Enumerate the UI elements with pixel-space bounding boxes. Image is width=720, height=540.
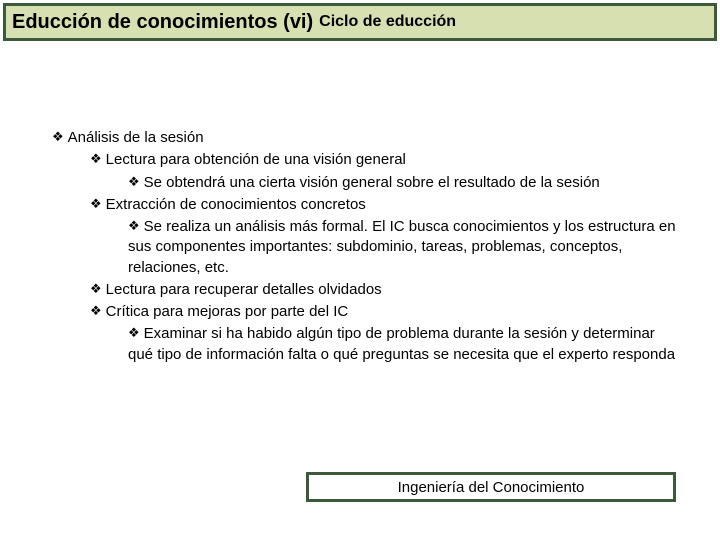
item-text: Lectura para recuperar detalles olvidado…: [106, 281, 382, 298]
item-text: Lectura para obtención de una visión gen…: [106, 151, 406, 168]
diamond-icon: ❖: [90, 302, 102, 320]
diamond-icon: ❖: [128, 173, 140, 191]
footer-text: Ingeniería del Conocimiento: [398, 479, 585, 496]
list-item: ❖Examinar si ha habido algún tipo de pro…: [128, 324, 690, 365]
item-text: Examinar si ha habido algún tipo de prob…: [128, 325, 675, 362]
diamond-icon: ❖: [52, 128, 64, 146]
list-item: ❖Crítica para mejoras por parte del IC: [90, 302, 690, 322]
outline-content: ❖Análisis de la sesión ❖Lectura para obt…: [52, 128, 690, 367]
list-item: ❖Análisis de la sesión: [52, 128, 690, 148]
title-bar: Educción de conocimientos (vi) Ciclo de …: [3, 3, 717, 41]
footer-box: Ingeniería del Conocimiento: [306, 472, 676, 502]
list-item: ❖Lectura para recuperar detalles olvidad…: [90, 280, 690, 300]
diamond-icon: ❖: [90, 150, 102, 168]
item-text: Extracción de conocimientos concretos: [106, 196, 366, 213]
list-item: ❖Se realiza un análisis más formal. El I…: [128, 217, 690, 278]
item-text: Análisis de la sesión: [68, 129, 204, 146]
item-text: Crítica para mejoras por parte del IC: [106, 303, 349, 320]
diamond-icon: ❖: [90, 195, 102, 213]
list-item: ❖Se obtendrá una cierta visión general s…: [128, 173, 690, 193]
diamond-icon: ❖: [128, 217, 140, 235]
item-text: Se obtendrá una cierta visión general so…: [144, 174, 600, 191]
list-item: ❖Extracción de conocimientos concretos: [90, 195, 690, 215]
item-text: Se realiza un análisis más formal. El IC…: [128, 218, 676, 276]
title-sub: Ciclo de educción: [319, 13, 456, 31]
list-item: ❖Lectura para obtención de una visión ge…: [90, 150, 690, 170]
diamond-icon: ❖: [90, 280, 102, 298]
title-main: Educción de conocimientos (vi): [12, 11, 313, 34]
diamond-icon: ❖: [128, 324, 140, 342]
